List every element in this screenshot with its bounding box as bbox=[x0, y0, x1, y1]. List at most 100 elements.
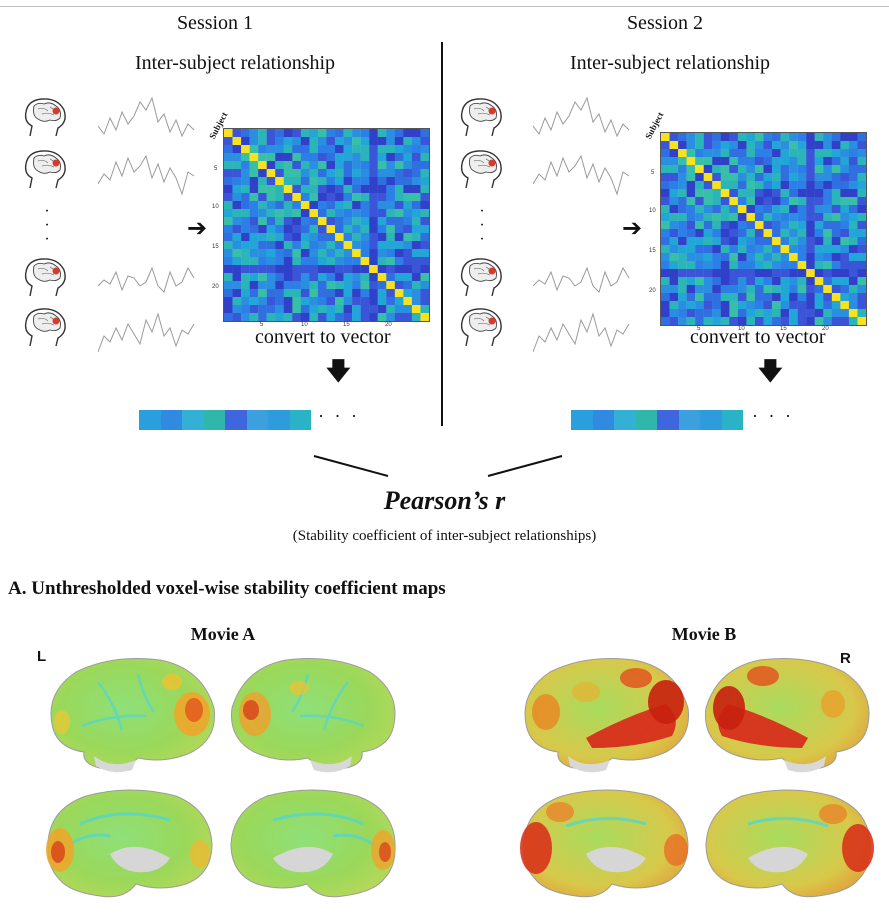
matrix-cell bbox=[224, 161, 233, 170]
matrix-cell bbox=[377, 225, 387, 234]
matrix-cell bbox=[814, 189, 824, 198]
matrix-cell bbox=[275, 145, 284, 154]
matrix-cell bbox=[326, 305, 336, 314]
matrix-cell bbox=[737, 285, 747, 294]
matrix-cell bbox=[403, 241, 413, 250]
matrix-cell bbox=[720, 133, 730, 142]
matrix-cell bbox=[292, 249, 302, 258]
matrix-cell bbox=[300, 153, 310, 162]
matrix-cell bbox=[746, 229, 756, 238]
matrix-cell bbox=[232, 161, 242, 170]
matrix-cell bbox=[224, 257, 233, 266]
matrix-cell bbox=[403, 225, 413, 234]
matrix-cell bbox=[249, 161, 259, 170]
matrix-xtick: 15 bbox=[780, 326, 787, 332]
matrix-cell bbox=[343, 153, 353, 162]
matrix-cell bbox=[386, 257, 396, 266]
matrix-cell bbox=[335, 201, 344, 210]
matrix-cell bbox=[669, 293, 679, 302]
matrix-cell bbox=[241, 185, 250, 194]
matrix-cell bbox=[335, 289, 344, 298]
matrix-cell bbox=[343, 185, 353, 194]
matrix-cell bbox=[669, 301, 679, 310]
matrix-cell bbox=[369, 249, 378, 258]
vector-cell bbox=[139, 410, 161, 430]
matrix-cell bbox=[848, 237, 858, 246]
matrix-cell bbox=[386, 185, 396, 194]
matrix-cell bbox=[737, 245, 747, 254]
matrix-cell bbox=[686, 141, 696, 150]
matrix-cell bbox=[686, 277, 696, 286]
matrix-cell bbox=[686, 149, 696, 158]
matrix-cell bbox=[712, 261, 721, 270]
matrix-cell bbox=[669, 317, 679, 325]
matrix-cell bbox=[335, 281, 344, 290]
matrix-cell bbox=[669, 213, 679, 222]
matrix-cell bbox=[661, 213, 670, 222]
matrix-cell bbox=[703, 293, 713, 302]
matrix-cell bbox=[283, 265, 293, 274]
matrix-cell bbox=[712, 301, 721, 310]
matrix-cell bbox=[292, 233, 302, 242]
matrix-cell bbox=[343, 249, 353, 258]
matrix-cell bbox=[797, 293, 807, 302]
matrix-cell bbox=[754, 301, 764, 310]
matrix-cell bbox=[789, 301, 798, 310]
matrix-cell bbox=[266, 153, 276, 162]
matrix-cell bbox=[326, 289, 336, 298]
brain-medial-right bbox=[705, 789, 874, 898]
matrix-cell bbox=[754, 261, 764, 270]
vector-cell bbox=[289, 410, 311, 430]
matrix-cell bbox=[669, 253, 679, 262]
matrix-cell bbox=[420, 249, 429, 258]
matrix-cell bbox=[420, 241, 429, 250]
matrix-cell bbox=[712, 197, 721, 206]
matrix-cell bbox=[232, 193, 242, 202]
matrix-cell bbox=[249, 257, 259, 266]
matrix-cell bbox=[352, 265, 361, 274]
matrix-cell bbox=[763, 301, 773, 310]
matrix-cell bbox=[840, 205, 850, 214]
matrix-cell bbox=[669, 205, 679, 214]
matrix-cell bbox=[814, 285, 824, 294]
matrix-cell bbox=[275, 273, 284, 282]
matrix-cell bbox=[232, 201, 242, 210]
matrix-cell bbox=[360, 265, 370, 274]
matrix-cell bbox=[309, 193, 319, 202]
movie-b-label: Movie B bbox=[671, 624, 737, 644]
timeseries-line bbox=[533, 312, 630, 353]
matrix-cell bbox=[241, 177, 250, 186]
matrix-cell bbox=[780, 301, 790, 310]
matrix-cell bbox=[258, 169, 267, 178]
matrix-cell bbox=[797, 181, 807, 190]
matrix-diagonal-cell bbox=[352, 249, 361, 258]
matrix-cell bbox=[806, 165, 815, 174]
vector-cell bbox=[635, 410, 657, 430]
matrix-cell bbox=[737, 229, 747, 238]
matrix-cell bbox=[309, 177, 319, 186]
matrix-cell bbox=[737, 189, 747, 198]
matrix-cell bbox=[377, 241, 387, 250]
matrix-cell bbox=[712, 149, 721, 158]
matrix-cell bbox=[403, 137, 413, 146]
matrix-cell bbox=[814, 213, 824, 222]
matrix-cell bbox=[420, 289, 429, 298]
matrix-cell bbox=[840, 293, 850, 302]
matrix-cell bbox=[661, 237, 670, 246]
matrix-cell bbox=[300, 217, 310, 226]
matrix-cell bbox=[848, 181, 858, 190]
matrix-cell bbox=[309, 137, 319, 146]
matrix-cell bbox=[780, 317, 790, 325]
matrix-cell bbox=[369, 161, 378, 170]
matrix-cell bbox=[403, 161, 413, 170]
matrix-cell bbox=[754, 277, 764, 286]
convert-to-vector-label: convert to vector bbox=[690, 326, 826, 348]
matrix-diagonal-cell bbox=[840, 301, 850, 310]
matrix-cell bbox=[352, 273, 361, 282]
matrix-cell bbox=[780, 253, 790, 262]
matrix-cell bbox=[712, 285, 721, 294]
matrix-cell bbox=[309, 305, 319, 314]
matrix-cell bbox=[266, 225, 276, 234]
matrix-cell bbox=[797, 173, 807, 182]
vector-cell bbox=[657, 410, 679, 430]
